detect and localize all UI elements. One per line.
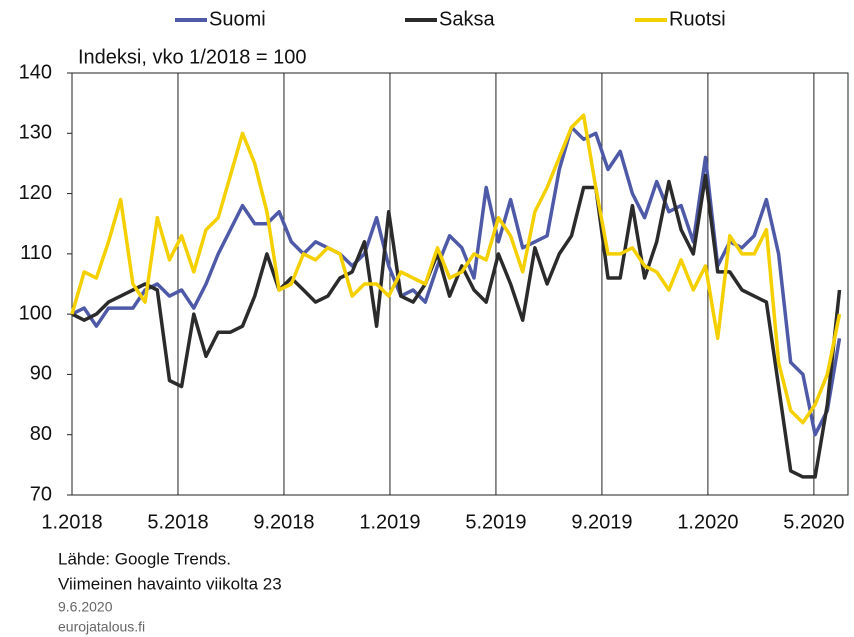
x-tick-label: 9.2019 <box>571 511 632 533</box>
x-tick-label: 9.2018 <box>253 511 314 533</box>
chart-subtitle: Indeksi, vko 1/2018 = 100 <box>78 46 307 68</box>
x-tick-label: 1.2020 <box>677 511 738 533</box>
y-tick-label: 70 <box>30 483 52 505</box>
legend-label: Ruotsi <box>669 8 726 30</box>
x-tick-label: 5.2018 <box>147 511 208 533</box>
y-tick-label: 120 <box>19 182 52 204</box>
note: Viimeinen havainto viikolta 23 <box>58 574 282 593</box>
legend-label: Suomi <box>209 8 266 30</box>
y-tick-label: 90 <box>30 363 52 385</box>
y-tick-label: 140 <box>19 61 52 83</box>
x-tick-label: 5.2019 <box>465 511 526 533</box>
source: Lähde: Google Trends. <box>58 549 231 568</box>
plot-frame <box>71 72 849 496</box>
y-tick-label: 110 <box>20 242 52 264</box>
x-tick-label: 5.2020 <box>783 511 844 533</box>
site: eurojatalous.fi <box>58 619 145 635</box>
series-line <box>70 113 842 425</box>
x-tick-label: 1.2018 <box>41 511 102 533</box>
series-line <box>71 173 842 479</box>
legend-label: Saksa <box>439 8 495 30</box>
date: 9.6.2020 <box>58 599 113 615</box>
x-tick-label: 1.2019 <box>359 511 420 533</box>
y-tick-label: 80 <box>30 423 52 445</box>
y-tick-label: 100 <box>19 302 52 324</box>
y-tick-label: 130 <box>19 122 52 144</box>
